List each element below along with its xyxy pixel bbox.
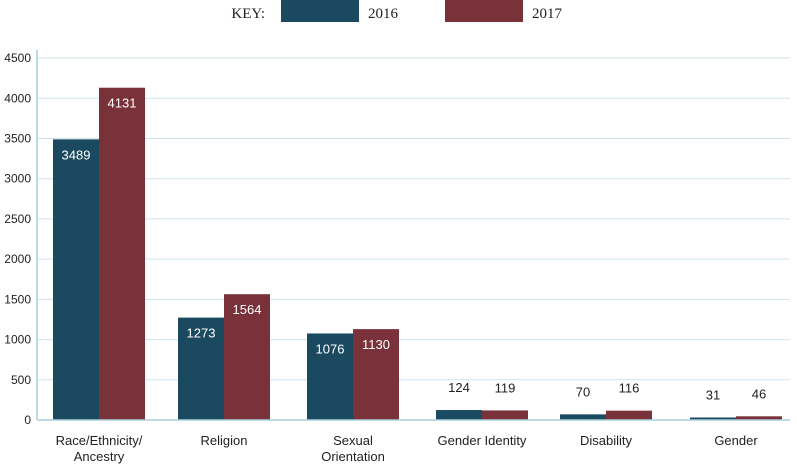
x-tick-label-5: Gender (714, 433, 758, 448)
x-axis: Race/Ethnicity/Ancestry Religion Sexual Ori… (37, 419, 790, 464)
x-tick-label-3: Gender Identity (438, 433, 527, 448)
bar-4-2017 (606, 410, 652, 420)
bar-4-2016 (560, 414, 606, 420)
legend-swatch-2017 (445, 0, 523, 22)
x-tick-label-0: Race/Ethnicity/Ancestry (56, 433, 143, 464)
bar-0-2017 (99, 87, 145, 421)
bar-2-2016 (307, 333, 353, 420)
value-label-5-2016: 31 (706, 388, 720, 403)
bars (53, 87, 782, 421)
y-tick-label-0: 0 (24, 413, 31, 427)
bar-3-2017 (482, 410, 528, 420)
y-tick-label-4500: 4500 (4, 51, 31, 65)
x-tick-label-4: Disability (580, 433, 633, 448)
x-tick-label-2: Sexual Orientation (321, 433, 385, 464)
bar-2-2017 (353, 329, 399, 420)
bar-1-2017 (224, 294, 270, 420)
y-tick-label-2000: 2000 (4, 252, 31, 266)
value-label-5-2017: 46 (752, 386, 766, 401)
y-tick-label-1000: 1000 (4, 333, 31, 347)
value-label-4-2016: 70 (576, 384, 590, 399)
x-tick-label-1: Religion (201, 433, 248, 448)
legend-label-2017: 2017 (532, 6, 563, 22)
y-tick-label-4000: 4000 (4, 91, 31, 105)
value-label-3-2016: 124 (448, 380, 470, 395)
bar-5-2016 (690, 417, 736, 420)
y-axis: 0 500 1000 1500 2000 2500 3000 3500 4000 4500 (4, 50, 38, 427)
value-label-3-2017: 119 (495, 380, 516, 395)
legend-label-2016: 2016 (368, 6, 399, 22)
y-tick-label-500: 500 (11, 373, 31, 387)
y-tick-label-2500: 2500 (4, 212, 31, 226)
value-label-2-2016: 1076 (316, 341, 345, 356)
value-label-1-2016: 1273 (187, 326, 216, 341)
value-label-2-2017: 1130 (362, 337, 390, 352)
bar-5-2017 (736, 416, 782, 420)
bar-3-2016 (436, 410, 482, 420)
value-label-1-2017: 1564 (233, 302, 262, 317)
bar-1-2016 (178, 317, 224, 420)
value-label-0-2017: 4131 (108, 96, 137, 111)
value-labels: 3489 4131 1273 1564 1076 1130 124 119 70 116 31 46 (62, 96, 767, 403)
y-tick-label-3000: 3000 (4, 172, 31, 186)
y-tick-label-1500: 1500 (4, 292, 31, 306)
value-label-0-2016: 3489 (62, 147, 91, 162)
value-label-4-2017: 116 (619, 381, 640, 396)
gridlines (37, 57, 790, 421)
legend: KEY: 2016 2017 (231, 0, 563, 22)
y-tick-label-3500: 3500 (4, 131, 31, 145)
bar-0-2016 (53, 139, 99, 420)
legend-title: KEY: (231, 6, 265, 22)
legend-swatch-2016 (281, 0, 359, 22)
